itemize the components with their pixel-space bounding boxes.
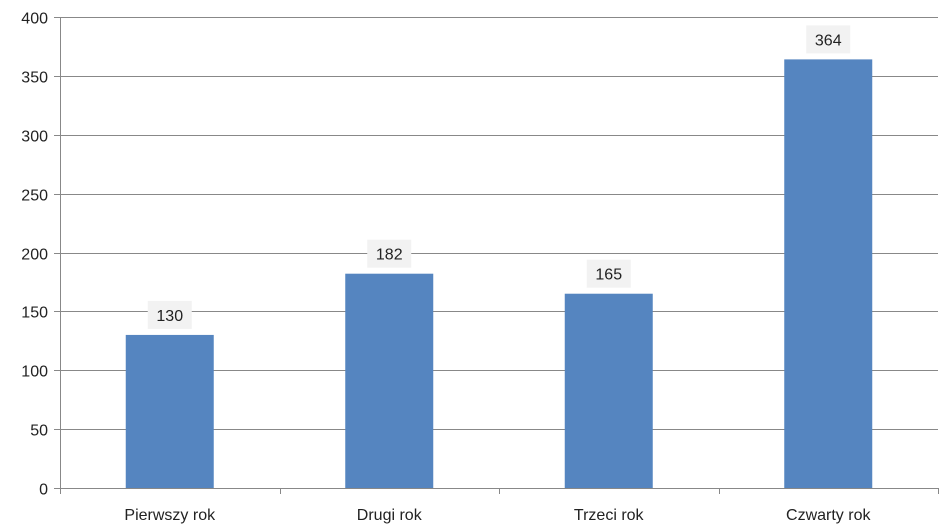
bar [345, 273, 434, 488]
y-tick-label: 400 [21, 11, 48, 28]
bar [784, 59, 873, 488]
bar [125, 334, 214, 488]
x-tick-label: Trzeci rok [574, 507, 645, 524]
data-label-background [367, 239, 412, 268]
data-label-background [586, 259, 631, 288]
y-tick-label: 50 [30, 423, 48, 440]
y-tick-label: 100 [21, 364, 48, 381]
data-label-background [806, 25, 851, 54]
data-label-background [147, 300, 192, 329]
data-label: 130 [156, 308, 183, 325]
data-label: 182 [376, 247, 403, 264]
x-tick-label: Drugi rok [357, 507, 423, 524]
bars [125, 59, 873, 488]
y-tick-label: 0 [39, 482, 48, 499]
axes [54, 17, 939, 494]
bar [564, 293, 653, 488]
y-tick-label: 350 [21, 70, 48, 87]
y-tick-label: 250 [21, 188, 48, 205]
data-label: 364 [815, 32, 842, 49]
y-tick-label: 150 [21, 305, 48, 322]
tick-labels: 0 50 100 150 200 250 300 350 400 Pierwszy rok Drug… [21, 11, 871, 525]
x-tick-label: Pierwszy rok [124, 507, 216, 524]
data-labels: 130 182 165 364 [147, 25, 851, 329]
x-tick-label: Czwarty rok [786, 507, 871, 524]
data-label: 165 [595, 267, 622, 284]
y-tick-label: 200 [21, 247, 48, 264]
y-tick-label: 300 [21, 129, 48, 146]
